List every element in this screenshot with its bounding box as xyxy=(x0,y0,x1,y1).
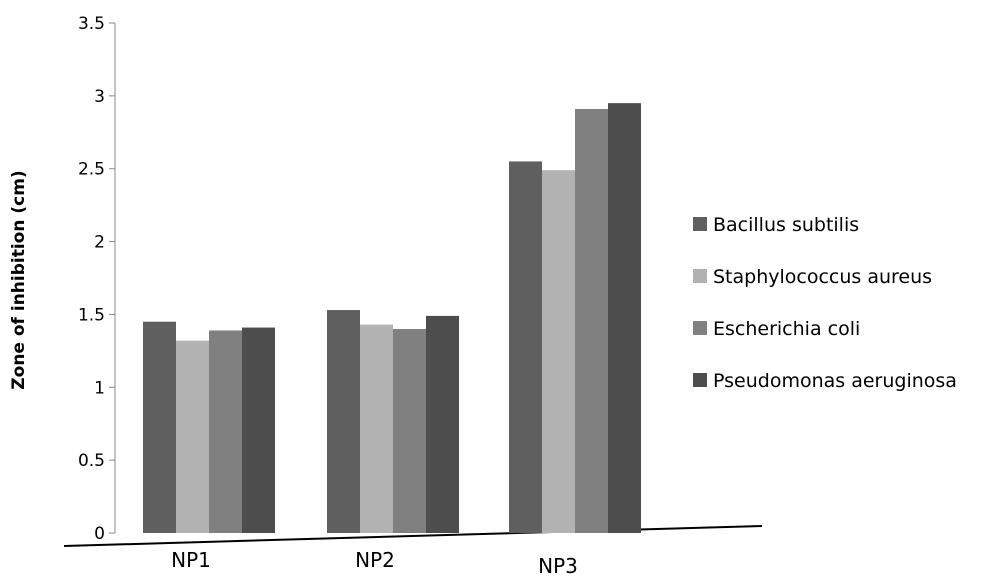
legend-swatch xyxy=(693,321,707,335)
y-tick-label: 3 xyxy=(94,87,105,107)
legend-label: Staphylococcus aureus xyxy=(713,266,932,288)
y-tick-label: 0.5 xyxy=(78,451,105,471)
x-category-label: NP2 xyxy=(355,548,395,572)
bar xyxy=(360,324,393,533)
legend-swatch xyxy=(693,269,707,283)
bar xyxy=(393,329,426,533)
bar xyxy=(608,103,641,534)
legend-label: Bacillus subtilis xyxy=(713,214,859,236)
y-tick-label: 0 xyxy=(94,524,105,544)
bar xyxy=(426,315,459,533)
y-tick-label: 1 xyxy=(94,378,105,398)
y-tick-label: 3.5 xyxy=(78,14,105,34)
y-tick-label: 1.5 xyxy=(78,305,105,325)
y-axis-title: Zone of inhibition (cm) xyxy=(9,170,29,389)
x-category-label: NP1 xyxy=(171,548,211,572)
bar xyxy=(509,161,542,533)
y-tick-label: 2.5 xyxy=(78,160,105,180)
legend-swatch xyxy=(693,373,707,387)
bar xyxy=(143,321,176,533)
axes xyxy=(63,22,763,547)
bar xyxy=(209,330,242,533)
legend-label: Pseudomonas aeruginosa xyxy=(713,370,957,392)
legend-swatch xyxy=(693,217,707,231)
bars xyxy=(143,103,641,534)
bar xyxy=(575,108,608,533)
bar xyxy=(242,327,275,533)
bar xyxy=(542,170,575,533)
labels: 0 0.5 1 1.5 2 2.5 3 3.5 NP1 NP2 NP3 xyxy=(78,14,578,578)
bar xyxy=(327,310,360,533)
x-axis-line xyxy=(63,525,763,547)
bar xyxy=(176,340,209,533)
legend: Bacillus subtilis Staphylococcus aureus Es… xyxy=(693,214,957,392)
legend-label: Escherichia coli xyxy=(713,318,860,340)
x-category-label: NP3 xyxy=(538,554,578,578)
y-tick-label: 2 xyxy=(94,233,105,253)
